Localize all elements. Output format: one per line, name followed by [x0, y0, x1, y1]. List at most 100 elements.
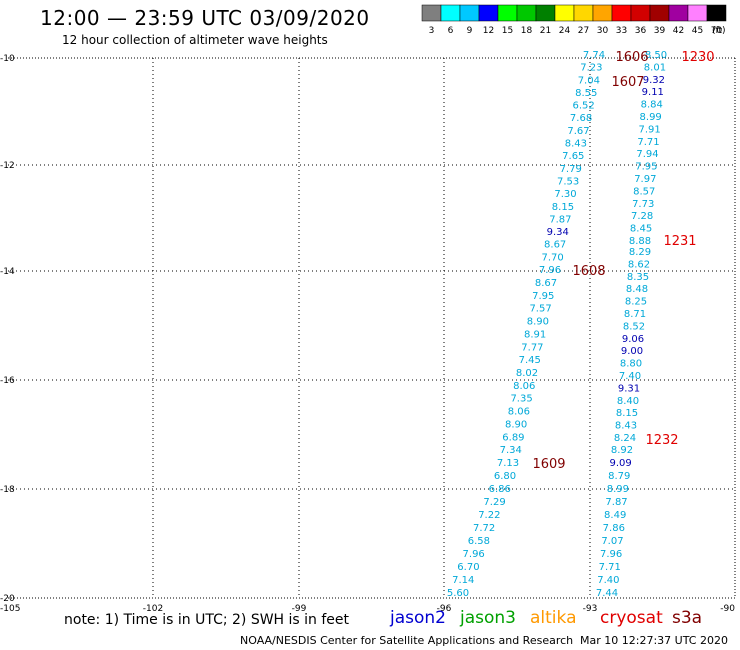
legend-tick-label: 33 — [616, 26, 627, 36]
wave-height-value: 8.29 — [629, 247, 651, 258]
legend-unit-label: (ft) — [712, 26, 726, 36]
longitude-tick-label: -96 — [437, 604, 452, 614]
wave-height-value: 7.30 — [554, 189, 576, 200]
legend-swatch — [440, 4, 461, 22]
wave-height-value: 7.87 — [605, 497, 627, 508]
wave-height-value: 8.57 — [633, 186, 655, 197]
pass-time-label: 1230 — [681, 50, 714, 65]
wave-height-value: 7.57 — [529, 304, 551, 315]
pass-time-label: 1607 — [611, 75, 644, 90]
legend-swatch — [630, 4, 651, 22]
pass-time-label: 1609 — [532, 457, 565, 472]
wave-height-value: 7.67 — [567, 126, 589, 137]
legend-swatch — [687, 4, 708, 22]
wave-height-value: 8.62 — [628, 259, 650, 270]
legend-swatch — [649, 4, 670, 22]
wave-height-value: 8.99 — [640, 112, 662, 123]
wave-height-value: 7.04 — [578, 75, 600, 86]
wave-height-value: 7.79 — [560, 164, 582, 175]
wave-height-value: 7.72 — [473, 523, 495, 534]
legend-swatch — [459, 4, 480, 22]
wave-height-value: 8.80 — [620, 359, 642, 370]
longitude-tick-label: -90 — [720, 604, 735, 614]
wave-height-value: 8.52 — [623, 321, 645, 332]
wave-height-value: 6.58 — [468, 536, 490, 547]
wave-height-value: 9.32 — [643, 75, 665, 86]
wave-height-value: 7.40 — [619, 371, 641, 382]
wave-height-value: 7.23 — [580, 63, 602, 74]
legend-swatch — [706, 4, 727, 22]
legend-tick-label: 42 — [673, 26, 684, 36]
wave-height-value: 8.67 — [544, 240, 566, 251]
wave-height-value: 8.43 — [615, 421, 637, 432]
credit-text: NOAA/NESDIS Center for Satellite Applica… — [240, 634, 574, 647]
satellite-label-jason2: jason2 — [390, 608, 446, 628]
legend-swatch — [421, 4, 442, 22]
wave-height-value: 7.35 — [510, 394, 532, 405]
legend-tick-label: 12 — [483, 26, 494, 36]
wave-height-value: 6.70 — [457, 562, 479, 573]
legend-tick-label: 21 — [540, 26, 551, 36]
wave-height-value: 8.01 — [644, 62, 666, 73]
wave-height-value: 7.77 — [521, 342, 543, 353]
wave-height-value: 7.94 — [636, 149, 658, 160]
wave-height-value: 7.28 — [631, 211, 653, 222]
wave-height-value: 8.99 — [607, 484, 629, 495]
longitude-tick-label: -102 — [143, 604, 163, 614]
satellite-label-jason3: jason3 — [460, 608, 516, 628]
wave-height-value: 8.25 — [625, 297, 647, 308]
pass-time-label: 1231 — [663, 234, 696, 249]
wave-height-value: 7.96 — [539, 265, 561, 276]
wave-height-value: 7.68 — [570, 113, 592, 124]
legend-tick-label: 36 — [635, 26, 647, 36]
wave-height-value: 8.06 — [508, 407, 530, 418]
wave-height-value: 9.31 — [618, 383, 640, 394]
pass-time-label: 1608 — [572, 264, 605, 279]
legend-tick-label: 27 — [578, 26, 589, 36]
wave-height-value: 8.90 — [527, 317, 549, 328]
wave-height-value: 6.86 — [489, 484, 511, 495]
wave-height-value: 9.06 — [622, 334, 644, 345]
legend-swatch — [535, 4, 556, 22]
wave-height-value: 8.06 — [513, 381, 535, 392]
wave-height-value: 7.71 — [599, 562, 621, 573]
latitude-tick-label: -10 — [0, 54, 15, 64]
wave-height-value: 8.49 — [604, 510, 626, 521]
wave-height-value: 7.95 — [532, 291, 554, 302]
wave-height-value: 6.52 — [573, 101, 595, 112]
wave-height-value: 7.14 — [452, 575, 474, 586]
legend-tick-label: 70 — [711, 26, 723, 36]
wave-height-value: 8.24 — [614, 433, 636, 444]
legend-tick-label: 39 — [654, 26, 666, 36]
satellite-label-cryosat: cryosat — [600, 608, 663, 628]
wave-height-value: 7.07 — [601, 536, 623, 547]
longitude-tick-label: -99 — [292, 604, 307, 614]
wave-height-value: 7.70 — [541, 252, 563, 263]
map-subtitle: 12 hour collection of altimeter wave hei… — [62, 33, 328, 47]
latitude-tick-label: -16 — [0, 376, 15, 386]
legend-swatch — [554, 4, 575, 22]
wave-height-value: 8.90 — [505, 419, 527, 430]
wave-height-value: 8.50 — [645, 50, 667, 61]
legend-tick-label: 9 — [467, 26, 473, 36]
wave-height-value: 8.71 — [624, 309, 646, 320]
wave-height-value: 9.09 — [610, 458, 632, 469]
wave-height-value: 8.55 — [575, 88, 597, 99]
wave-height-value: 6.80 — [494, 471, 516, 482]
legend-swatch — [497, 4, 518, 22]
latitude-tick-label: -20 — [0, 594, 15, 604]
wave-height-value: 8.92 — [611, 445, 633, 456]
legend-swatch — [592, 4, 613, 22]
generated-timestamp: Mar 10 12:27:37 UTC 2020 — [580, 634, 728, 647]
wave-height-value: 7.95 — [635, 162, 657, 173]
wave-height-value: 7.96 — [463, 549, 485, 560]
wave-height-value: 7.91 — [638, 124, 660, 135]
satellite-label-s3a: s3a — [672, 608, 703, 628]
wave-height-value: 7.22 — [478, 510, 500, 521]
legend-tick-label: 3 — [429, 26, 435, 36]
wave-height-value: 7.97 — [634, 174, 656, 185]
legend-swatch — [611, 4, 632, 22]
legend-tick-label: 15 — [502, 26, 513, 36]
